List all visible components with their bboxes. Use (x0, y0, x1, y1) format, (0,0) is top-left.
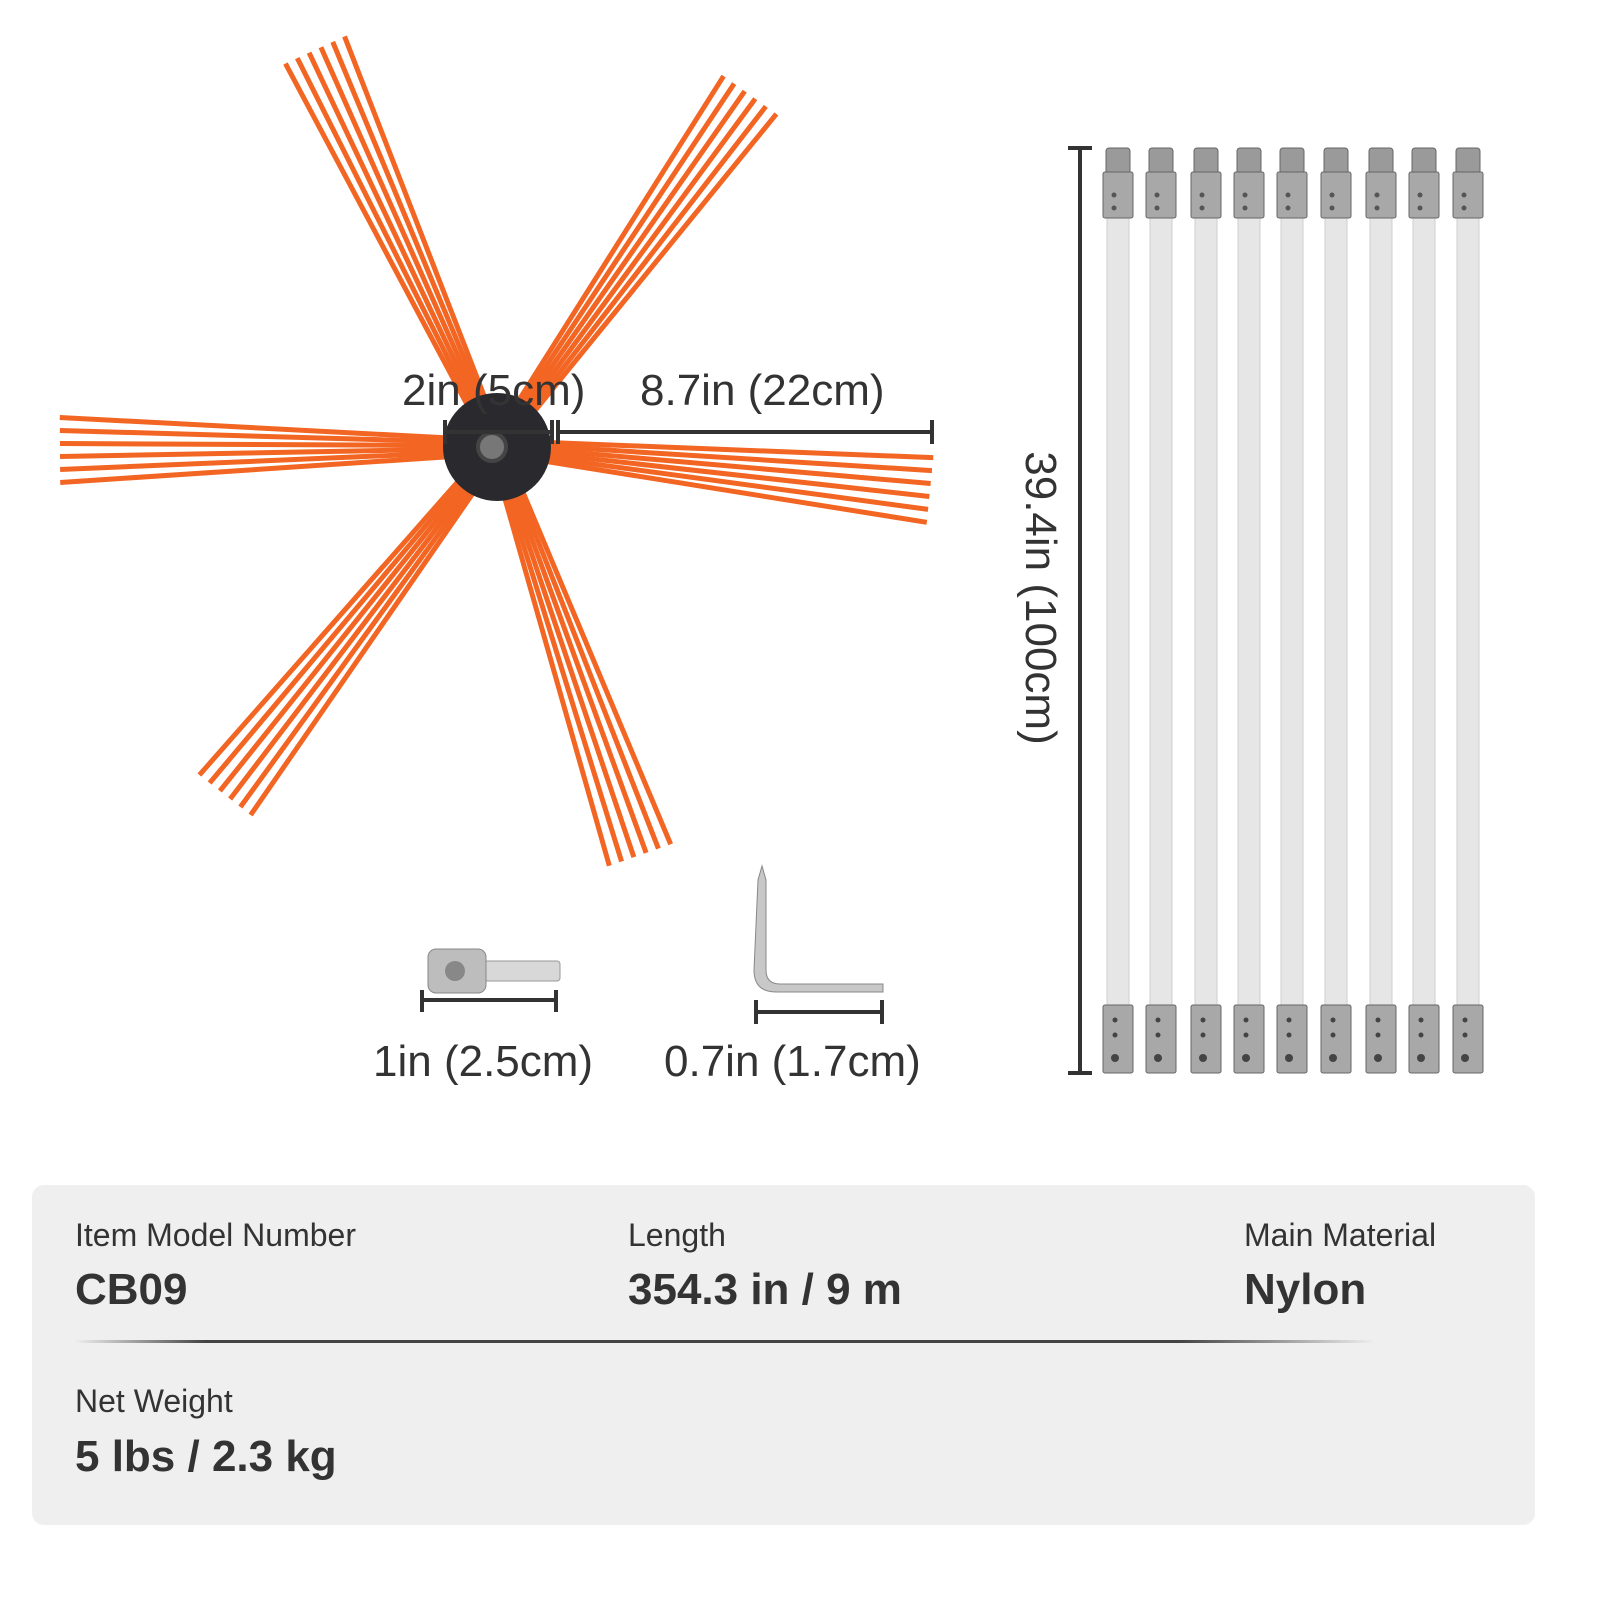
bristle (60, 448, 498, 472)
bristle (498, 444, 661, 850)
bristle (496, 448, 929, 512)
bristle (497, 438, 934, 461)
bristle (295, 57, 496, 450)
spec-value-weight: 5 lbs / 2.3 kg (75, 1432, 337, 1481)
bristle (306, 51, 499, 449)
bristle (489, 74, 726, 445)
adapter-dimension-line (420, 990, 558, 1012)
rod (1190, 147, 1222, 1074)
bristle (59, 428, 498, 446)
bristle (217, 444, 498, 793)
dimension-lines (420, 146, 1092, 1075)
bristle (318, 46, 501, 448)
hub-dimension-label: 2in (5cm) (402, 366, 586, 415)
bristle (283, 62, 494, 451)
arm-dimension-label: 8.7in (22cm) (640, 366, 885, 415)
bristle (60, 451, 498, 485)
spec-value-material: Nylon (1244, 1265, 1367, 1314)
bristle (500, 112, 779, 453)
bristle (495, 445, 649, 854)
bristle (59, 415, 498, 443)
spec-label-material: Main Material (1244, 1217, 1437, 1253)
adapter-dimension-label: 1in (2.5cm) (373, 1037, 594, 1086)
bristle (498, 104, 768, 451)
bristle (248, 449, 505, 817)
bristle (496, 97, 758, 450)
bristle (238, 447, 503, 809)
bristle (496, 443, 931, 487)
bristle (207, 442, 496, 785)
bristle (497, 440, 933, 474)
adapter-icon (427, 948, 561, 994)
bristle (490, 447, 624, 863)
brush-head (59, 35, 934, 867)
bristle (342, 35, 506, 446)
spec-value-length: 354.3 in / 9 m (628, 1265, 902, 1314)
bristle (496, 445, 930, 499)
wrench-dimension-line (754, 1000, 884, 1024)
hex-wrench-icon (753, 864, 884, 993)
rod (1102, 147, 1134, 1074)
bristle (500, 443, 673, 846)
extension-rods (1102, 147, 1484, 1074)
spec-label-length: Length (628, 1217, 726, 1253)
rod (1408, 147, 1440, 1074)
rod (1320, 147, 1352, 1074)
rod-dimension-label: 39.4in (100cm) (1016, 451, 1065, 745)
hub-dimension-line (443, 420, 554, 444)
rod (1233, 147, 1265, 1074)
arm-dimension-line (556, 420, 934, 444)
bristle (330, 40, 503, 447)
bristle (493, 89, 747, 448)
hub-thread-hole (476, 431, 508, 463)
spec-panel (32, 1185, 1535, 1525)
bristle (59, 445, 498, 459)
spec-divider (75, 1340, 1375, 1343)
product-illustration (59, 35, 1484, 1075)
spec-value-model: CB09 (75, 1265, 188, 1314)
spec-label-model: Item Model Number (75, 1217, 356, 1253)
bristle (493, 446, 637, 858)
rod (1452, 147, 1484, 1074)
bristle (495, 450, 928, 525)
wrench-dimension-label: 0.7in (1.7cm) (664, 1037, 921, 1086)
bristle (197, 441, 494, 777)
bristle (491, 82, 737, 447)
bristle (59, 441, 498, 449)
spec-label-weight: Net Weight (75, 1383, 233, 1419)
bristle (228, 446, 501, 801)
rod (1365, 147, 1397, 1074)
rod-dimension-line (1068, 146, 1092, 1075)
rod (1276, 147, 1308, 1074)
bristle (488, 448, 612, 867)
rod (1145, 147, 1177, 1074)
